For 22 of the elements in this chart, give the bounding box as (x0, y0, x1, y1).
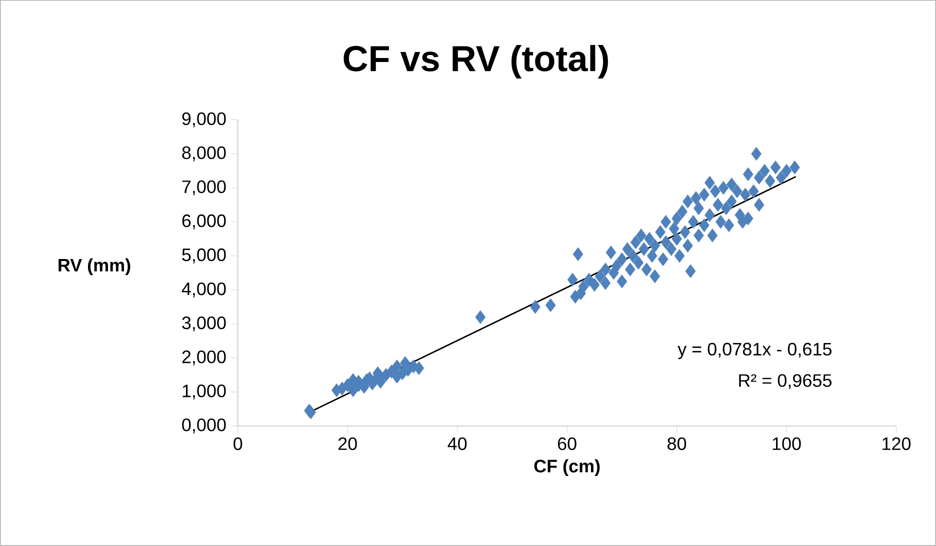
y-tick-label: 9,000 (182, 112, 226, 128)
y-tick-label: 6,000 (182, 214, 226, 230)
y-tick-label: 0,000 (182, 418, 226, 434)
x-tick-label: 20 (338, 437, 357, 450)
x-tick-label: 100 (772, 437, 801, 450)
annotation: R² = 0,9655 (739, 374, 832, 390)
x-tick-label: 0 (234, 437, 242, 450)
y-tick-label: 3,000 (182, 316, 226, 332)
x-tick-label: 120 (882, 437, 911, 450)
x-tick-label: 80 (668, 437, 686, 450)
y-tick-label: 5,000 (182, 248, 226, 264)
y-axis-title: RV (mm) (58, 258, 130, 276)
chart-title: CF vs RV (total) (344, 45, 608, 79)
x-axis-title: CF (cm) (534, 459, 600, 476)
y-tick-label: 4,000 (182, 282, 226, 298)
y-tick-label: 8,000 (182, 146, 226, 162)
y-tick-label: 7,000 (182, 180, 226, 196)
y-tick-label: 2,000 (182, 350, 226, 366)
y-tick-label: 1,000 (182, 384, 226, 400)
annotation: y = 0,0781x - 0,615 (678, 342, 832, 360)
x-tick-label: 60 (558, 437, 576, 450)
x-tick-label: 40 (448, 437, 467, 450)
